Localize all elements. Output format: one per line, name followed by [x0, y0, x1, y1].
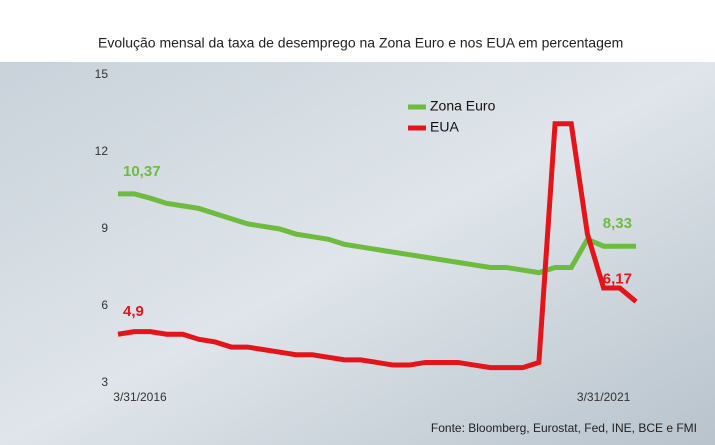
source: Fonte: Bloomberg, Eurostat, Fed, INE, BC…	[431, 421, 697, 435]
x-tick-label: 3/31/2016	[113, 390, 167, 404]
data-label: 6,17	[603, 271, 632, 288]
data-label: 4,9	[123, 303, 144, 320]
y-tick-label: 15	[95, 67, 109, 81]
x-tick-label: 3/31/2021	[577, 390, 631, 404]
data-label: 8,33	[603, 215, 632, 232]
legend-label: EUA	[430, 119, 459, 135]
series-line	[118, 191, 636, 276]
data-label: 10,37	[123, 163, 161, 180]
legend-label: Zona Euro	[430, 98, 496, 114]
y-tick-label: 3	[101, 375, 108, 389]
y-tick-label: 12	[95, 144, 109, 158]
y-tick-label: 9	[101, 221, 108, 235]
y-tick-label: 6	[101, 298, 108, 312]
series-line	[117, 121, 638, 371]
chart-title: Evolução mensal da taxa de desemprego na…	[98, 35, 623, 51]
